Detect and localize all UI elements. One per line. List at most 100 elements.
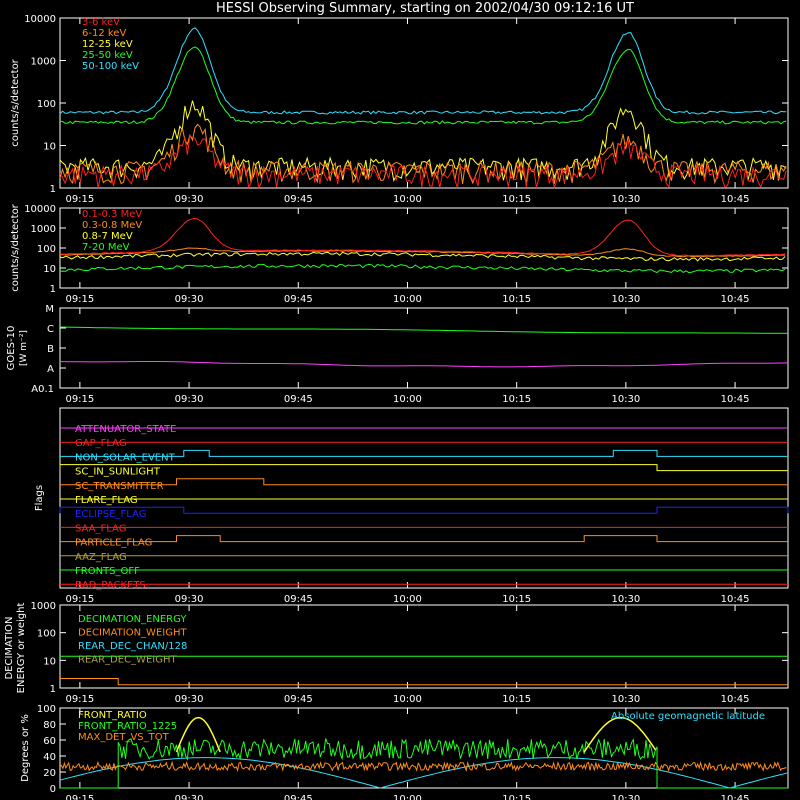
goes-xtick-label: 09:15 [65, 394, 94, 405]
goes-ylabel: GOES-10 [6, 326, 17, 371]
ratio-xtick-label: 10:45 [721, 794, 750, 800]
dec-weight-line [60, 678, 788, 686]
dec-xtick-label: 09:45 [284, 694, 313, 705]
dec-xtick-label: 10:15 [502, 694, 531, 705]
gamma-ytick-label: 100 [37, 244, 56, 255]
hxr-series-line [59, 46, 787, 125]
flags-xtick-label: 10:15 [502, 594, 531, 605]
flags-xtick-label: 09:15 [65, 594, 94, 605]
hxr-xtick-label: 09:45 [284, 194, 313, 205]
gamma-series-line [59, 217, 786, 257]
gamma-xtick-label: 10:30 [611, 294, 640, 305]
gamma-xtick-label: 10:45 [721, 294, 750, 305]
dec-ytick-label: 100 [37, 629, 56, 640]
hxr-ytick-label: 10 [43, 142, 56, 153]
hxr-ylabel: counts/s/detector [10, 58, 21, 146]
ratio-geolat-line [59, 757, 789, 789]
chart-title: HESSI Observing Summary, starting on 200… [216, 1, 634, 16]
goes-ytick-label: M [45, 304, 54, 315]
goes-ytick-label: B [47, 344, 54, 355]
ratio-xtick-label: 10:00 [393, 794, 422, 800]
flag-label: AAZ_FLAG [75, 552, 127, 563]
flag-label: ECLIPSE_FLAG [75, 509, 146, 520]
hxr-legend-entry: 50-100 keV [82, 61, 139, 72]
hxr-ytick-label: 10000 [24, 14, 56, 25]
flags-xtick-label: 10:30 [611, 594, 640, 605]
goes-long-line [59, 326, 789, 334]
gamma-legend-entry: 0.1-0.3 MeV [82, 209, 142, 220]
gamma-legend-entry: 0.8-7 MeV [82, 231, 133, 242]
flag-line [60, 478, 788, 486]
hxr-xtick-label: 10:45 [721, 194, 750, 205]
gamma-ytick-label: 10 [43, 264, 56, 275]
ratio-xtick-label: 09:30 [175, 794, 204, 800]
hxr-xtick-label: 10:15 [502, 194, 531, 205]
gamma-legend-entry: 0.3-0.8 MeV [82, 220, 142, 231]
flag-line [60, 449, 788, 457]
hxr-ytick-label: 1000 [31, 57, 56, 68]
goes-ytick-label: A0.1 [31, 384, 54, 395]
ratio-xtick-label: 09:45 [284, 794, 313, 800]
ratio-ytick-label: 60 [43, 736, 56, 747]
panels: 09:15 09:30 09:45 10:00 10:15 10:30 10:4510000… [4, 14, 789, 800]
gamma-ytick-label: 1 [50, 284, 56, 295]
gamma-series-line [59, 251, 786, 262]
ratio-xtick-label: 10:15 [502, 794, 531, 800]
dec-legend-entry: DECIMATION_WEIGHT [78, 628, 187, 639]
dec-xtick-label: 09:15 [65, 694, 94, 705]
flag-line [60, 535, 788, 543]
dec-ylabel: DECIMATION [4, 616, 15, 679]
gamma-series-line [59, 263, 786, 274]
dec-legend-entry: REAR_DEC_WEIGHT [78, 655, 177, 666]
ratio-front1225-line [60, 738, 788, 789]
goes-xtick-label: 10:45 [721, 394, 750, 405]
flags-xtick-label: 10:00 [393, 594, 422, 605]
flags-xtick-label: 09:45 [284, 594, 313, 605]
dec-ytick-label: 1 [50, 684, 56, 695]
flag-line [59, 464, 788, 472]
goes-xtick-label: 09:30 [175, 394, 204, 405]
flag-label: SC_TRANSMITTER [75, 481, 164, 492]
flag-label: FRONTS_OFF [75, 566, 140, 577]
dec-legend-entry: DECIMATION_ENERGY [78, 614, 187, 625]
ratio-annotation: Absolute geomagnetic latitude [611, 711, 765, 722]
ratio-legend-entry: FRONT_RATIO_1225 [78, 721, 177, 732]
hxr-legend-entry: 12-25 keV [82, 39, 133, 50]
gamma-xtick-label: 09:30 [175, 294, 204, 305]
ratio-legend-entry: MAX_DET_VS_TOT [78, 732, 170, 743]
hxr-series-line [59, 134, 787, 190]
flags-xtick-label: 10:45 [721, 594, 750, 605]
hxr-xtick-label: 10:30 [611, 194, 640, 205]
dec-xtick-label: 10:45 [721, 694, 750, 705]
gamma-series-line [60, 247, 786, 258]
flags-frame [59, 407, 789, 589]
ratio-legend-entry: FRONT_RATIO [78, 710, 147, 721]
gamma-ytick-label: 1000 [31, 224, 56, 235]
ratio-ytick-label: 0 [50, 784, 56, 795]
hxr-xtick-label: 09:15 [65, 194, 94, 205]
dec-ytick-label: 1000 [31, 601, 56, 612]
dec-legend-entry: REAR_DEC_CHAN/128 [78, 641, 187, 652]
gamma-frame [59, 207, 789, 289]
flag-label: BAD_PACKETS [75, 580, 146, 591]
hxr-legend-entry: 3-6 keV [82, 17, 120, 28]
ratio-xtick-label: 09:15 [65, 794, 94, 800]
dec-ylabel2: ENERGY or weight [16, 603, 27, 694]
ratio-maxdet-line [59, 760, 787, 773]
ratio-ytick-label: 80 [43, 720, 56, 731]
dec-frame [59, 604, 789, 689]
ratio-xtick-label: 10:30 [611, 794, 640, 800]
ratio-ytick-label: 40 [43, 752, 56, 763]
gamma-xtick-label: 10:00 [393, 294, 422, 305]
dec-xtick-label: 10:00 [393, 694, 422, 705]
gamma-ylabel: counts/s/detector [10, 203, 21, 291]
goes-xtick-label: 09:45 [284, 394, 313, 405]
hxr-xtick-label: 09:30 [175, 194, 204, 205]
gamma-legend-entry: 7-20 MeV [82, 242, 130, 253]
hxr-series-line [59, 27, 787, 115]
goes-ytick-label: A [47, 364, 54, 375]
ratio-ytick-label: 20 [43, 768, 56, 779]
flag-label: SC_IN_SUNLIGHT [75, 467, 161, 478]
flag-label: PARTICLE_FLAG [75, 538, 152, 549]
